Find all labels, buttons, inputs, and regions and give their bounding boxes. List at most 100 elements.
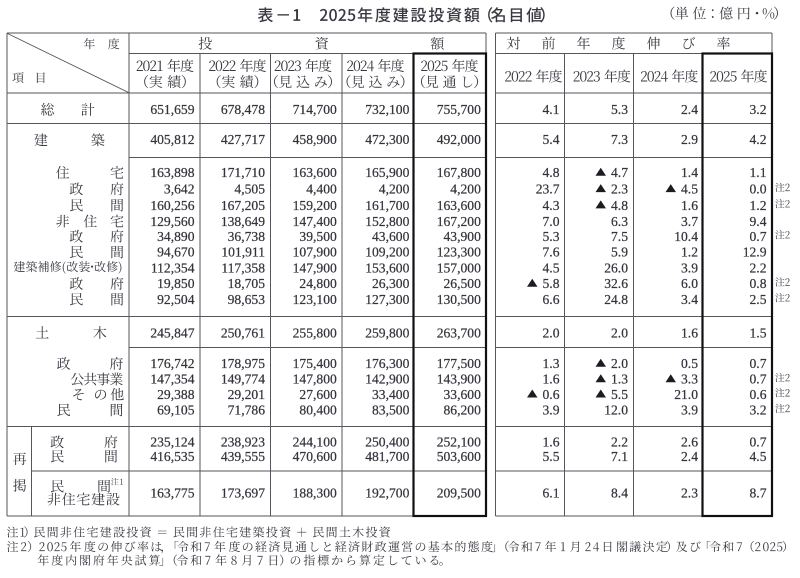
svg-text:4.5: 4.5: [681, 182, 698, 197]
svg-text:250,761: 250,761: [221, 325, 265, 340]
svg-text:255,800: 255,800: [293, 325, 337, 340]
svg-text:2.0: 2.0: [611, 356, 628, 371]
svg-text:94,670: 94,670: [157, 245, 195, 260]
svg-text:21.0: 21.0: [674, 387, 698, 402]
svg-text:492,000: 492,000: [437, 132, 481, 147]
svg-text:6.0: 6.0: [681, 276, 698, 291]
svg-text:167,800: 167,800: [437, 165, 481, 180]
svg-text:24.8: 24.8: [604, 292, 628, 307]
svg-text:439,555: 439,555: [221, 449, 265, 464]
svg-text:3.9: 3.9: [681, 260, 698, 275]
svg-text:5.9: 5.9: [611, 245, 628, 260]
svg-text:12.0: 12.0: [604, 403, 628, 418]
svg-text:3.2: 3.2: [750, 403, 767, 418]
svg-text:250,400: 250,400: [365, 435, 409, 450]
svg-text:1.6: 1.6: [681, 325, 698, 340]
svg-text:3.3: 3.3: [681, 372, 698, 387]
svg-text:142,900: 142,900: [365, 372, 409, 387]
svg-text:71,786: 71,786: [228, 403, 266, 418]
svg-text:127,300: 127,300: [365, 292, 409, 307]
svg-text:26.0: 26.0: [604, 260, 628, 275]
svg-text:80,400: 80,400: [299, 403, 337, 418]
svg-text:138,649: 138,649: [221, 214, 265, 229]
svg-text:2.4: 2.4: [681, 102, 698, 117]
svg-text:0.7: 0.7: [750, 229, 767, 244]
svg-text:0.0: 0.0: [750, 182, 767, 197]
svg-text:503,600: 503,600: [437, 449, 481, 464]
svg-text:8.4: 8.4: [611, 486, 628, 501]
svg-text:416,535: 416,535: [150, 449, 194, 464]
svg-text:69,105: 69,105: [157, 403, 195, 418]
svg-text:2.3: 2.3: [611, 182, 628, 197]
svg-text:5.8: 5.8: [543, 276, 560, 291]
svg-text:83,500: 83,500: [372, 403, 410, 418]
svg-text:3.2: 3.2: [750, 102, 767, 117]
svg-text:4.8: 4.8: [543, 165, 560, 180]
svg-text:2.6: 2.6: [681, 435, 698, 450]
svg-text:32.6: 32.6: [604, 276, 628, 291]
svg-text:161,700: 161,700: [365, 198, 409, 213]
svg-text:163,775: 163,775: [150, 486, 194, 501]
svg-text:147,800: 147,800: [293, 372, 337, 387]
svg-text:4.1: 4.1: [543, 102, 560, 117]
svg-text:252,100: 252,100: [437, 435, 481, 450]
svg-text:3,642: 3,642: [164, 182, 195, 197]
svg-text:34,890: 34,890: [157, 229, 195, 244]
svg-text:43,600: 43,600: [372, 229, 410, 244]
svg-text:2.5: 2.5: [750, 292, 767, 307]
svg-text:123,300: 123,300: [437, 245, 481, 260]
svg-text:732,100: 732,100: [365, 102, 409, 117]
svg-text:4.3: 4.3: [543, 198, 560, 213]
svg-text:651,659: 651,659: [150, 102, 194, 117]
svg-text:2.3: 2.3: [681, 486, 698, 501]
svg-text:2.9: 2.9: [681, 132, 698, 147]
svg-text:176,300: 176,300: [365, 356, 409, 371]
svg-text:470,600: 470,600: [293, 449, 337, 464]
svg-text:19,850: 19,850: [157, 276, 195, 291]
svg-text:29,201: 29,201: [228, 387, 265, 402]
svg-text:2.4: 2.4: [681, 449, 698, 464]
svg-text:12.9: 12.9: [743, 245, 767, 260]
svg-text:238,923: 238,923: [221, 435, 265, 450]
svg-text:192,700: 192,700: [365, 486, 409, 501]
svg-text:1.5: 1.5: [750, 325, 767, 340]
svg-text:163,600: 163,600: [293, 165, 337, 180]
svg-text:24,800: 24,800: [299, 276, 337, 291]
svg-text:427,717: 427,717: [221, 132, 265, 147]
svg-text:4.2: 4.2: [750, 132, 767, 147]
svg-text:4.7: 4.7: [611, 165, 628, 180]
svg-text:163,600: 163,600: [437, 198, 481, 213]
svg-text:7.1: 7.1: [611, 449, 628, 464]
svg-text:1.6: 1.6: [543, 372, 560, 387]
svg-text:5.5: 5.5: [543, 449, 560, 464]
svg-text:4.5: 4.5: [750, 449, 767, 464]
svg-text:159,200: 159,200: [293, 198, 337, 213]
svg-text:129,560: 129,560: [150, 214, 194, 229]
svg-text:259,800: 259,800: [365, 325, 409, 340]
svg-text:4,505: 4,505: [234, 182, 265, 197]
svg-text:4,400: 4,400: [306, 182, 337, 197]
svg-text:171,710: 171,710: [221, 165, 265, 180]
svg-text:7.6: 7.6: [543, 245, 560, 260]
svg-text:3.9: 3.9: [681, 403, 698, 418]
svg-text:167,200: 167,200: [437, 214, 481, 229]
svg-text:153,600: 153,600: [365, 260, 409, 275]
svg-text:245,847: 245,847: [150, 325, 194, 340]
svg-text:109,200: 109,200: [365, 245, 409, 260]
svg-text:98,653: 98,653: [228, 292, 266, 307]
svg-text:173,697: 173,697: [221, 486, 265, 501]
svg-text:263,700: 263,700: [437, 325, 481, 340]
svg-text:29,388: 29,388: [157, 387, 195, 402]
svg-text:1.3: 1.3: [543, 356, 560, 371]
svg-text:6.6: 6.6: [543, 292, 560, 307]
svg-text:10.4: 10.4: [674, 229, 698, 244]
svg-text:26,500: 26,500: [444, 276, 482, 291]
svg-text:6.3: 6.3: [611, 214, 628, 229]
svg-text:3.7: 3.7: [681, 214, 698, 229]
svg-text:165,900: 165,900: [365, 165, 409, 180]
svg-text:152,800: 152,800: [365, 214, 409, 229]
svg-text:188,300: 188,300: [293, 486, 337, 501]
svg-text:149,774: 149,774: [221, 372, 265, 387]
svg-text:1.2: 1.2: [750, 198, 767, 213]
svg-text:143,900: 143,900: [437, 372, 481, 387]
